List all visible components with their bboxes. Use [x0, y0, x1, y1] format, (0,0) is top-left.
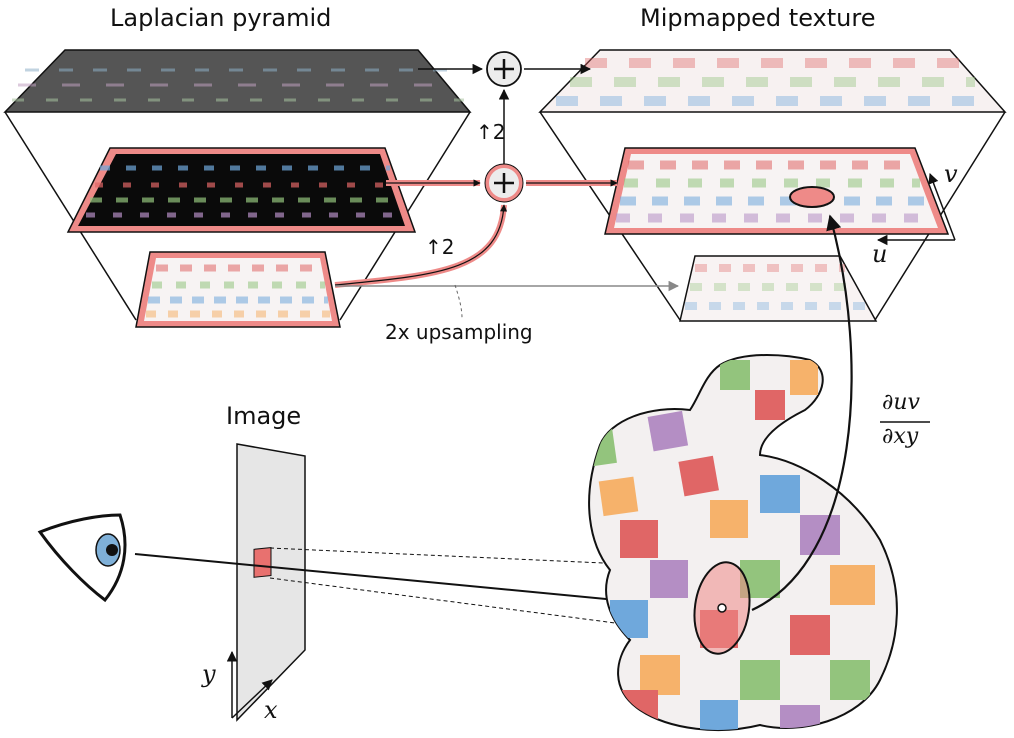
mipmapped-texture-title: Mipmapped texture: [640, 4, 876, 32]
derivative-numerator: ∂uv: [882, 390, 920, 415]
axis-v-arrow: [928, 173, 956, 241]
laplacian-level-2-pattern: [146, 264, 330, 318]
upsample-factor-top: ↑2: [476, 120, 506, 144]
upsample-factor-bottom: ↑2: [425, 235, 455, 259]
axis-y-label: y: [202, 660, 216, 688]
mipmap-level-0-pattern: [556, 58, 990, 106]
composition-flow: [334, 51, 680, 319]
image-title: Image: [226, 402, 302, 430]
laplacian-level-1-pattern: [86, 165, 400, 218]
derivative-denominator: ∂xy: [882, 424, 919, 449]
laplacian-pyramid-title: Laplacian pyramid: [110, 4, 332, 32]
mipmap-footprint: [789, 186, 835, 208]
axis-x-arrow: [231, 679, 273, 719]
mipmap-level-2: [679, 255, 878, 322]
image-pixel: [253, 546, 272, 578]
mipmap-level-1-pattern: [616, 160, 932, 223]
image-plane: [236, 443, 306, 722]
eye-icon: [37, 513, 127, 603]
laplacian-level-0: [3, 49, 472, 113]
mipmap-level-0: [538, 49, 1007, 113]
upsampling-label: 2x upsampling: [385, 320, 533, 344]
mipmap-pyramid: [538, 49, 1007, 322]
axis-x-label: x: [264, 696, 278, 724]
axis-u-label: u: [872, 240, 888, 268]
laplacian-pyramid: [3, 49, 472, 328]
derivative-arrow: [751, 214, 853, 611]
mipmap-level-2-pattern: [685, 264, 866, 310]
image-plane-group: [226, 443, 306, 722]
bunny-model: [588, 354, 898, 731]
axis-v-label: v: [944, 160, 958, 188]
laplacian-level-0-pattern: [12, 68, 464, 102]
